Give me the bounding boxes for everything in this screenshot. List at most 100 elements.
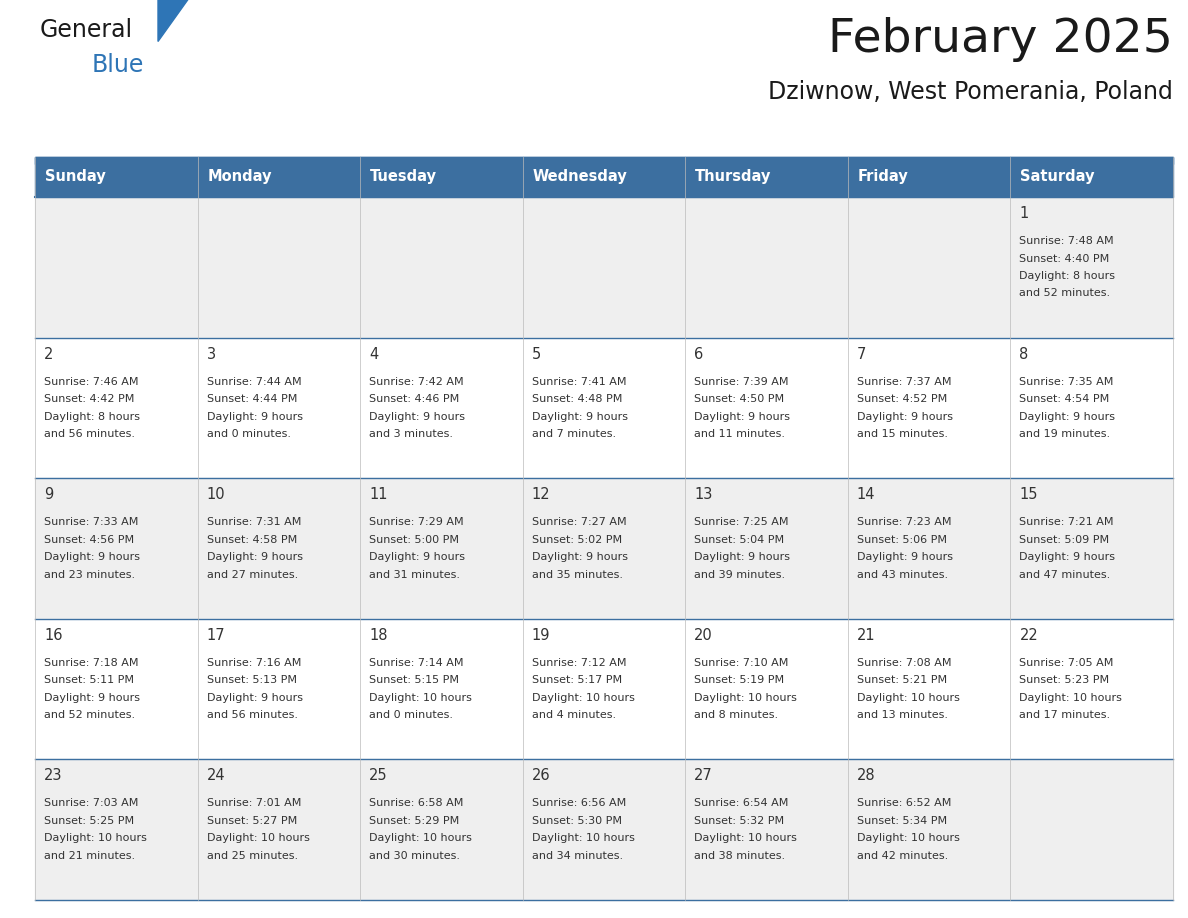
Text: Daylight: 9 hours: Daylight: 9 hours xyxy=(532,411,627,421)
Text: Sunrise: 7:14 AM: Sunrise: 7:14 AM xyxy=(369,658,463,667)
Text: Sunset: 5:06 PM: Sunset: 5:06 PM xyxy=(857,534,947,544)
Text: Sunset: 4:50 PM: Sunset: 4:50 PM xyxy=(694,394,784,404)
Text: 1: 1 xyxy=(1019,206,1029,221)
Text: and 17 minutes.: and 17 minutes. xyxy=(1019,711,1111,721)
Text: Daylight: 9 hours: Daylight: 9 hours xyxy=(369,411,466,421)
Text: Daylight: 10 hours: Daylight: 10 hours xyxy=(207,834,309,844)
Bar xyxy=(1011,338,1173,478)
Text: Daylight: 9 hours: Daylight: 9 hours xyxy=(532,553,627,562)
Text: Sunset: 5:30 PM: Sunset: 5:30 PM xyxy=(532,816,621,826)
Text: Sunset: 5:17 PM: Sunset: 5:17 PM xyxy=(532,676,621,686)
Text: Sunrise: 7:01 AM: Sunrise: 7:01 AM xyxy=(207,799,301,809)
Text: Sunset: 5:25 PM: Sunset: 5:25 PM xyxy=(44,816,134,826)
Bar xyxy=(1011,478,1173,619)
Bar xyxy=(34,157,1173,164)
Text: and 42 minutes.: and 42 minutes. xyxy=(857,851,948,861)
Bar xyxy=(1011,759,1173,900)
Text: Sunset: 5:02 PM: Sunset: 5:02 PM xyxy=(532,534,621,544)
Text: and 52 minutes.: and 52 minutes. xyxy=(44,711,135,721)
Text: Sunrise: 7:39 AM: Sunrise: 7:39 AM xyxy=(694,376,789,386)
Text: and 39 minutes.: and 39 minutes. xyxy=(694,570,785,579)
Bar xyxy=(360,619,523,759)
Bar xyxy=(848,197,1011,338)
Text: Sunset: 5:00 PM: Sunset: 5:00 PM xyxy=(369,534,459,544)
Text: 7: 7 xyxy=(857,347,866,362)
Text: Sunset: 4:42 PM: Sunset: 4:42 PM xyxy=(44,394,134,404)
Text: Daylight: 9 hours: Daylight: 9 hours xyxy=(44,693,140,703)
Text: Daylight: 9 hours: Daylight: 9 hours xyxy=(694,411,790,421)
Bar xyxy=(1011,619,1173,759)
Text: Blue: Blue xyxy=(91,53,145,77)
Text: Sunset: 5:32 PM: Sunset: 5:32 PM xyxy=(694,816,784,826)
Text: and 4 minutes.: and 4 minutes. xyxy=(532,711,615,721)
Text: and 43 minutes.: and 43 minutes. xyxy=(857,570,948,579)
Text: Daylight: 9 hours: Daylight: 9 hours xyxy=(207,693,303,703)
Text: Daylight: 10 hours: Daylight: 10 hours xyxy=(44,834,147,844)
Text: and 11 minutes.: and 11 minutes. xyxy=(694,429,785,439)
Text: 20: 20 xyxy=(694,628,713,643)
Text: and 0 minutes.: and 0 minutes. xyxy=(207,429,291,439)
Text: Thursday: Thursday xyxy=(695,170,772,185)
Text: Friday: Friday xyxy=(858,170,909,185)
Text: and 34 minutes.: and 34 minutes. xyxy=(532,851,623,861)
Bar xyxy=(848,619,1011,759)
Text: Sunrise: 7:10 AM: Sunrise: 7:10 AM xyxy=(694,658,789,667)
Text: Sunrise: 7:27 AM: Sunrise: 7:27 AM xyxy=(532,517,626,527)
Text: Daylight: 10 hours: Daylight: 10 hours xyxy=(532,834,634,844)
Text: Daylight: 9 hours: Daylight: 9 hours xyxy=(1019,553,1116,562)
Text: Sunset: 5:11 PM: Sunset: 5:11 PM xyxy=(44,676,134,686)
Text: 8: 8 xyxy=(1019,347,1029,362)
Bar xyxy=(197,157,360,197)
Text: 2: 2 xyxy=(44,347,53,362)
Text: Sunset: 5:21 PM: Sunset: 5:21 PM xyxy=(857,676,947,686)
Bar xyxy=(360,197,523,338)
Text: Sunrise: 7:42 AM: Sunrise: 7:42 AM xyxy=(369,376,463,386)
Text: Sunset: 4:58 PM: Sunset: 4:58 PM xyxy=(207,534,297,544)
Text: Sunset: 5:23 PM: Sunset: 5:23 PM xyxy=(1019,676,1110,686)
Bar xyxy=(523,197,685,338)
Bar xyxy=(34,759,197,900)
Bar xyxy=(34,197,197,338)
Bar xyxy=(1011,197,1173,338)
Text: and 25 minutes.: and 25 minutes. xyxy=(207,851,298,861)
Text: Sunset: 4:40 PM: Sunset: 4:40 PM xyxy=(1019,253,1110,263)
Text: Sunset: 5:15 PM: Sunset: 5:15 PM xyxy=(369,676,459,686)
Text: Sunset: 5:34 PM: Sunset: 5:34 PM xyxy=(857,816,947,826)
Text: Sunrise: 7:05 AM: Sunrise: 7:05 AM xyxy=(1019,658,1114,667)
Text: Sunset: 4:46 PM: Sunset: 4:46 PM xyxy=(369,394,460,404)
Text: Sunrise: 7:21 AM: Sunrise: 7:21 AM xyxy=(1019,517,1114,527)
Text: General: General xyxy=(40,18,133,42)
Text: Daylight: 10 hours: Daylight: 10 hours xyxy=(857,693,960,703)
Text: and 13 minutes.: and 13 minutes. xyxy=(857,711,948,721)
Text: Daylight: 10 hours: Daylight: 10 hours xyxy=(532,693,634,703)
Bar xyxy=(848,338,1011,478)
Text: Monday: Monday xyxy=(208,170,272,185)
Text: and 56 minutes.: and 56 minutes. xyxy=(207,711,297,721)
Text: and 21 minutes.: and 21 minutes. xyxy=(44,851,135,861)
Text: and 35 minutes.: and 35 minutes. xyxy=(532,570,623,579)
Bar xyxy=(360,759,523,900)
Bar xyxy=(523,759,685,900)
Bar xyxy=(197,619,360,759)
Text: 25: 25 xyxy=(369,768,387,783)
Text: Sunrise: 7:44 AM: Sunrise: 7:44 AM xyxy=(207,376,302,386)
Bar xyxy=(685,157,848,197)
Text: Sunrise: 7:03 AM: Sunrise: 7:03 AM xyxy=(44,799,138,809)
Text: Sunrise: 7:23 AM: Sunrise: 7:23 AM xyxy=(857,517,952,527)
Text: Sunrise: 6:58 AM: Sunrise: 6:58 AM xyxy=(369,799,463,809)
Bar xyxy=(197,759,360,900)
Text: 19: 19 xyxy=(532,628,550,643)
Bar xyxy=(1011,157,1173,197)
Text: Sunset: 5:09 PM: Sunset: 5:09 PM xyxy=(1019,534,1110,544)
Text: Sunrise: 7:33 AM: Sunrise: 7:33 AM xyxy=(44,517,138,527)
Text: Sunrise: 7:37 AM: Sunrise: 7:37 AM xyxy=(857,376,952,386)
Bar xyxy=(523,619,685,759)
Text: and 7 minutes.: and 7 minutes. xyxy=(532,429,615,439)
Text: Sunrise: 7:12 AM: Sunrise: 7:12 AM xyxy=(532,658,626,667)
Text: Sunset: 5:13 PM: Sunset: 5:13 PM xyxy=(207,676,297,686)
Text: Daylight: 10 hours: Daylight: 10 hours xyxy=(369,834,472,844)
Text: Sunset: 5:04 PM: Sunset: 5:04 PM xyxy=(694,534,784,544)
Text: Daylight: 9 hours: Daylight: 9 hours xyxy=(207,553,303,562)
Text: Daylight: 9 hours: Daylight: 9 hours xyxy=(857,553,953,562)
Bar xyxy=(523,338,685,478)
